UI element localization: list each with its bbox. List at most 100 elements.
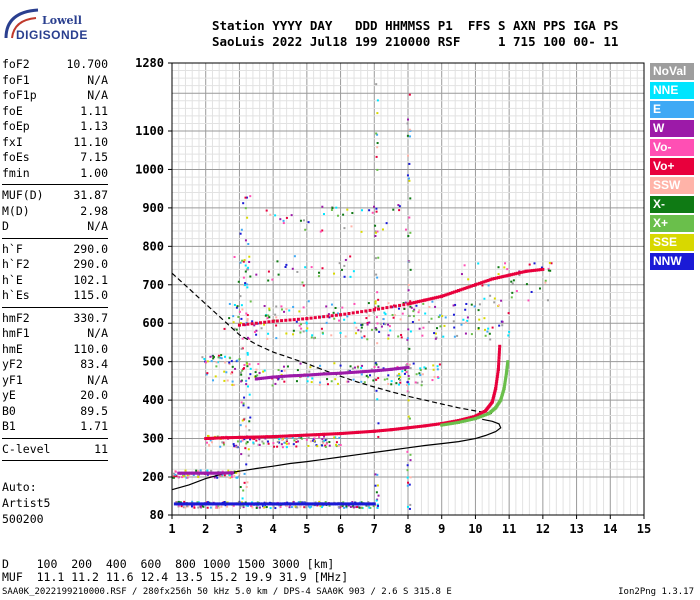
trace-point <box>197 471 201 475</box>
echo-dot <box>285 308 288 311</box>
echo-dot <box>360 373 363 376</box>
trace-point <box>246 435 250 439</box>
echo-dot <box>335 206 338 209</box>
trace-point <box>204 502 208 506</box>
echo-dot <box>407 374 410 377</box>
echo-dot <box>239 505 242 508</box>
echo-dot <box>263 323 266 326</box>
trace-point <box>496 370 500 374</box>
echo-dot <box>253 437 256 440</box>
trace-point <box>217 471 221 475</box>
trace-point <box>454 289 458 293</box>
trace-point <box>524 269 528 273</box>
echo-dot <box>343 264 346 267</box>
trace-point <box>178 502 182 506</box>
profile-lines <box>171 272 502 491</box>
y-tick-label: 1280 <box>135 56 164 70</box>
trace-point <box>332 371 336 375</box>
trace-point <box>410 425 414 429</box>
echo-dot <box>278 441 281 444</box>
trace-point <box>334 432 338 436</box>
echo-dot <box>243 284 246 287</box>
echo-dot <box>233 475 236 478</box>
echo-dot <box>372 379 375 382</box>
muf-row: MUF 11.1 11.2 11.6 12.4 13.5 15.2 19.9 3… <box>2 570 349 584</box>
echo-dot <box>252 441 255 444</box>
echo-dot <box>384 313 387 316</box>
echo-dot <box>549 269 552 272</box>
echo-dot <box>360 326 363 329</box>
trace-point <box>492 393 496 397</box>
echo-dot <box>223 474 226 477</box>
echo-dot <box>299 500 302 503</box>
echo-dot <box>414 381 417 384</box>
echo-dot <box>343 506 346 509</box>
echo-dot <box>184 506 187 509</box>
echo-dot <box>325 305 328 308</box>
echo-dot <box>413 308 416 311</box>
trace-point <box>374 429 378 433</box>
trace-point <box>288 502 292 506</box>
echo-dot <box>334 306 337 309</box>
trace-point <box>200 502 204 506</box>
echo-dot <box>399 381 402 384</box>
echo-dot <box>240 380 243 383</box>
echo-dot <box>360 230 363 233</box>
echo-dot <box>310 266 313 269</box>
echo-dot <box>242 404 245 407</box>
echo-dot <box>375 207 378 210</box>
echo-dot <box>238 475 241 478</box>
echo-dot <box>421 334 424 337</box>
echo-dot <box>222 443 225 446</box>
echo-dot <box>406 118 409 121</box>
trace-point <box>223 502 227 506</box>
trace-point <box>446 422 450 426</box>
echo-dot <box>236 440 239 443</box>
trace-point <box>343 371 347 375</box>
echo-dot <box>305 438 308 441</box>
param-separator <box>2 184 108 185</box>
echo-dot <box>388 325 391 328</box>
trace-point <box>497 362 501 366</box>
echo-dot <box>462 318 465 321</box>
echo-dot <box>247 242 250 245</box>
trace-point <box>504 373 508 377</box>
echo-dot <box>245 463 248 466</box>
trace-point <box>284 318 288 322</box>
trace-point <box>372 308 376 312</box>
trace-point <box>192 471 196 475</box>
param-value: 11 <box>94 441 108 456</box>
echo-dot <box>275 305 278 308</box>
echo-dot <box>409 135 412 138</box>
trace-point <box>199 471 203 475</box>
trace-point <box>324 432 328 436</box>
echo-dot <box>345 380 348 383</box>
echo-dot <box>215 365 218 368</box>
trace-point <box>368 369 372 373</box>
trace-point <box>493 390 497 394</box>
trace-point <box>425 424 429 428</box>
trace-point <box>467 416 471 420</box>
echo-dot <box>400 333 403 336</box>
echo-dot <box>277 368 280 371</box>
echo-dot <box>442 335 445 338</box>
trace-point <box>206 436 210 440</box>
echo-dot <box>486 330 489 333</box>
trace-point <box>454 419 458 423</box>
trace-point <box>269 435 273 439</box>
echo-dot <box>367 376 370 379</box>
echo-dot <box>239 295 242 298</box>
echo-dot <box>245 485 248 488</box>
echo-dot <box>239 322 242 325</box>
trace-point <box>235 502 239 506</box>
trace-point <box>425 298 429 302</box>
echo-dot <box>351 212 354 215</box>
echo-dot <box>287 442 290 445</box>
trace-point <box>182 502 186 506</box>
trace-point <box>336 502 340 506</box>
echo-dot <box>330 380 333 383</box>
trace-point <box>330 432 334 436</box>
echo-dot <box>398 383 401 386</box>
echo-dot <box>346 208 349 211</box>
param-name: yF2 <box>2 357 23 371</box>
